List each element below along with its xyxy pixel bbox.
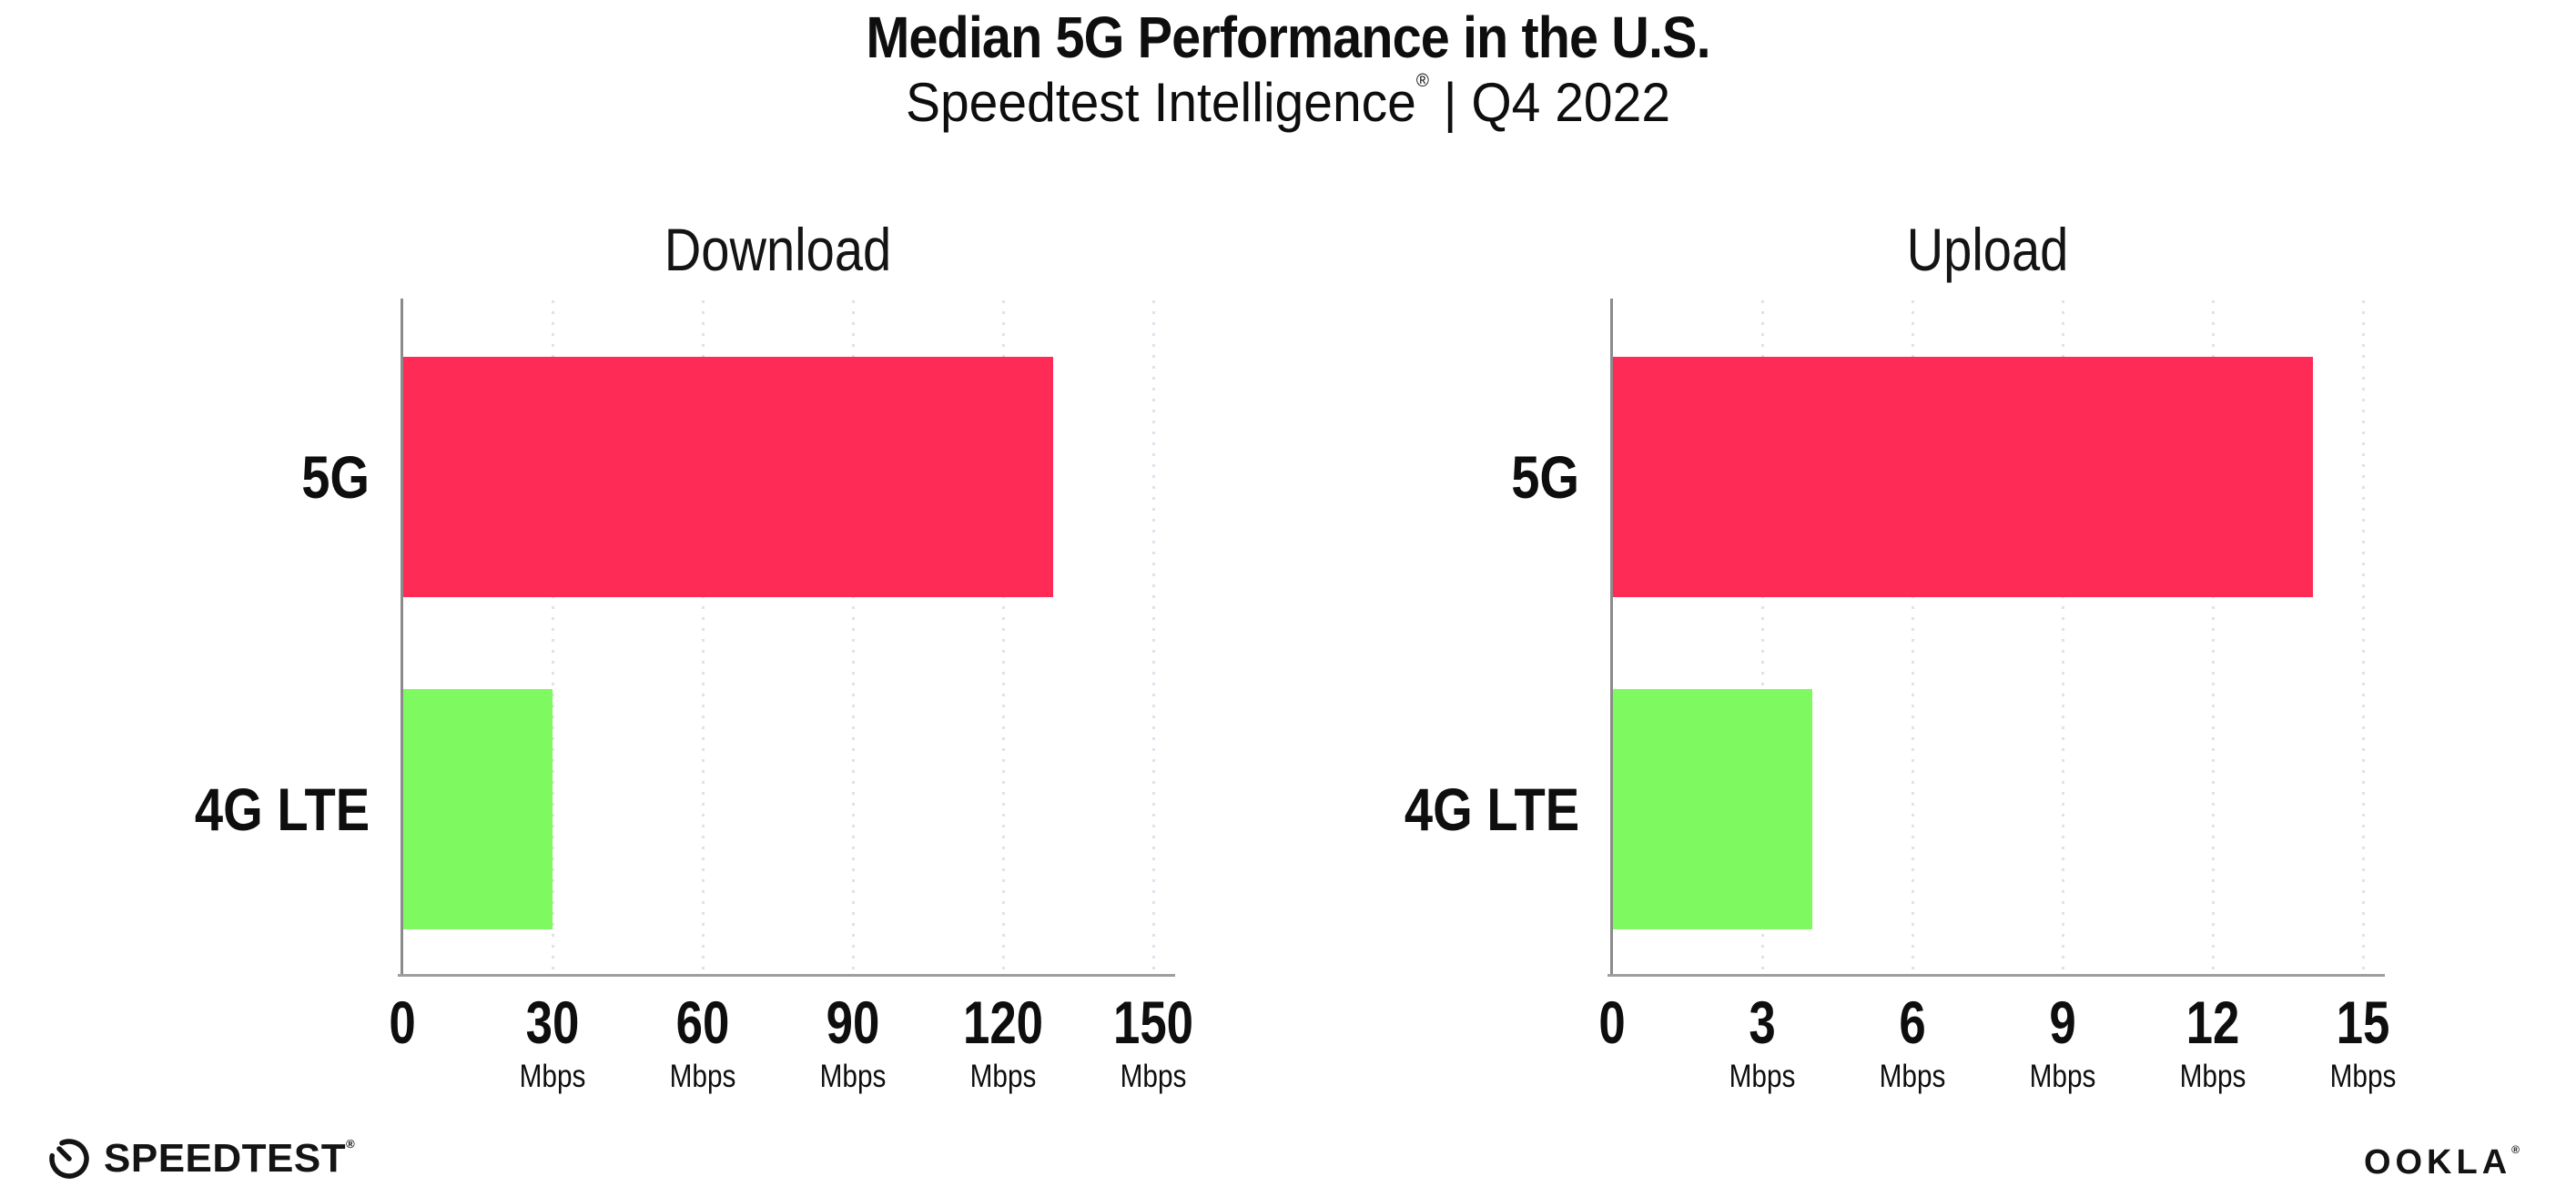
tick-value: 150: [1112, 989, 1194, 1056]
page-title: Median 5G Performance in the U.S.: [866, 5, 1710, 70]
gridline: [2361, 300, 2365, 974]
x-tick-label: 150 Mbps: [1053, 992, 1253, 1094]
registered-trademark-icon: ®: [1415, 71, 1429, 91]
x-tick-label: 15 Mbps: [2263, 992, 2463, 1094]
gridline: [1001, 300, 1005, 974]
bar-4g-lte: [1612, 689, 1812, 929]
gridline: [2211, 300, 2215, 974]
x-tick-label: 12 Mbps: [2113, 992, 2313, 1094]
tick-value: 9: [2049, 989, 2076, 1056]
tick-unit: Mbps: [1729, 1059, 1796, 1094]
tick-value: 6: [1899, 989, 1926, 1056]
gridline: [851, 300, 855, 974]
category-label: 4G LTE: [194, 776, 370, 843]
tick-unit: Mbps: [519, 1059, 586, 1094]
tick-value: 60: [675, 989, 730, 1056]
tick-value: 12: [2186, 989, 2240, 1056]
page-subtitle: Speedtest Intelligence® | Q4 2022: [65, 71, 2512, 134]
tick-value: 90: [826, 989, 880, 1056]
gridline: [1911, 300, 1914, 974]
tick-unit: Mbps: [669, 1059, 736, 1094]
ookla-logo: OOKLA®: [2364, 1143, 2520, 1182]
gridline: [2061, 300, 2064, 974]
download-chart: Download 0 30 Mbps 60 Mbps 90 Mbps 120 Mbps 150 Mb…: [195, 216, 1193, 1094]
speedtest-wordmark-text: SPEEDTEST: [104, 1136, 347, 1181]
chart-title: Upload: [1906, 216, 2069, 283]
ookla-wordmark-text: OOKLA: [2363, 1143, 2512, 1182]
x-axis-line: [398, 974, 1175, 977]
x-tick-label: 60 Mbps: [603, 992, 803, 1094]
x-tick-label: 90 Mbps: [753, 992, 953, 1094]
category-label: 5G: [1511, 443, 1579, 511]
tick-value: 3: [1749, 989, 1776, 1056]
y-axis-line: [1610, 299, 1613, 976]
category-label: 4G LTE: [1404, 776, 1579, 843]
speedtest-wordmark: SPEEDTEST®: [104, 1136, 355, 1182]
subtitle-period: | Q4 2022: [1428, 72, 1671, 133]
category-label: 5G: [301, 443, 370, 511]
x-tick-label: 6 Mbps: [1812, 992, 2013, 1094]
tick-value: 120: [962, 989, 1044, 1056]
x-tick-label: 0: [302, 992, 502, 1052]
speedtest-logo: SPEEDTEST®: [47, 1136, 355, 1182]
bar-5g: [402, 357, 1053, 597]
speedtest-gauge-icon: [49, 1139, 89, 1179]
chart-title: Download: [664, 216, 892, 283]
tick-value: 30: [525, 989, 580, 1056]
x-tick-label: 0: [1512, 992, 1712, 1052]
tick-value: 0: [389, 989, 416, 1056]
tick-unit: Mbps: [969, 1059, 1037, 1094]
tick-value: 0: [1598, 989, 1626, 1056]
gridline: [1760, 300, 1764, 974]
registered-trademark-icon: ®: [346, 1137, 356, 1151]
tick-unit: Mbps: [2179, 1059, 2246, 1094]
bar-4g-lte: [402, 689, 553, 929]
tick-unit: Mbps: [2329, 1059, 2397, 1094]
x-tick-label: 120 Mbps: [903, 992, 1103, 1094]
x-tick-label: 9 Mbps: [1962, 992, 2163, 1094]
registered-trademark-icon: ®: [2511, 1143, 2520, 1156]
x-tick-label: 30 Mbps: [452, 992, 653, 1094]
tick-unit: Mbps: [2029, 1059, 2096, 1094]
bar-5g: [1612, 357, 2313, 597]
gridline: [1151, 300, 1155, 974]
tick-unit: Mbps: [1879, 1059, 1946, 1094]
subtitle-brand: Speedtest Intelligence: [905, 72, 1416, 133]
tick-value: 15: [2336, 989, 2390, 1056]
y-axis-line: [401, 299, 403, 976]
tick-unit: Mbps: [1120, 1059, 1187, 1094]
x-axis-line: [1607, 974, 2385, 977]
ookla-wordmark: OOKLA®: [2364, 1143, 2520, 1182]
upload-chart: Upload 0 3 Mbps 6 Mbps 9 Mbps 12 Mbps 15 Mbps 5G 4G …: [1405, 216, 2397, 1094]
x-tick-label: 3 Mbps: [1662, 992, 1862, 1094]
tick-unit: Mbps: [819, 1059, 887, 1094]
gridline: [551, 300, 554, 974]
gridline: [701, 300, 705, 974]
